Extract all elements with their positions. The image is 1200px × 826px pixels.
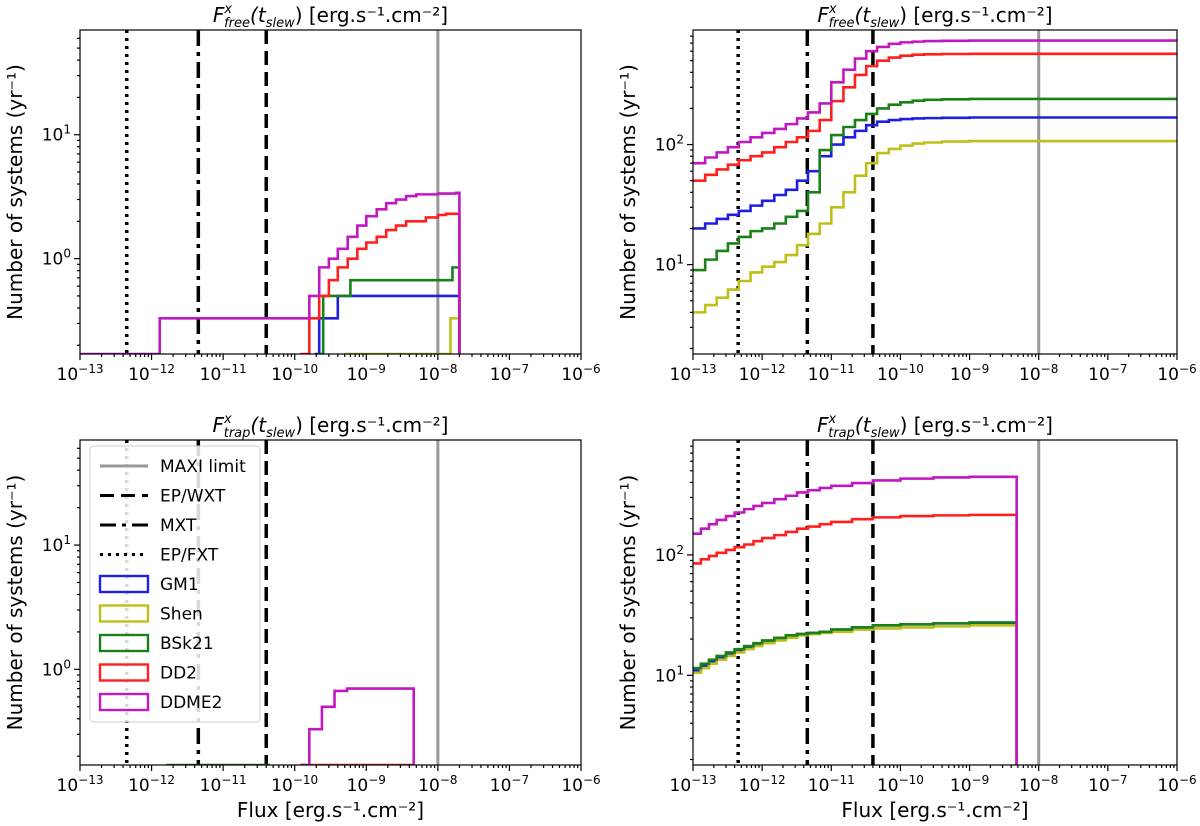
- series-bsk21: [317, 266, 461, 354]
- x-axis-label: Flux [erg.s⁻¹.cm⁻²]: [841, 798, 1028, 822]
- series-ddme2: [80, 191, 461, 354]
- subplot-title: Fx trap(tslew) [erg.s⁻¹.cm⁻²]: [213, 412, 449, 441]
- series-bsk21: [693, 97, 1177, 272]
- tick-label: 10−6: [561, 773, 600, 796]
- tick-label: 10−6: [1157, 773, 1196, 796]
- legend-swatch: [98, 692, 150, 712]
- tick-label: 10−8: [418, 773, 457, 796]
- series-bsk21: [693, 621, 1018, 765]
- tick-label: 101: [42, 533, 71, 556]
- x-axis-label: Flux [erg.s⁻¹.cm⁻²]: [237, 798, 424, 822]
- series-dd2: [693, 513, 1018, 765]
- tick-label: 10−12: [739, 773, 786, 796]
- tick-label: 10−11: [200, 773, 247, 796]
- legend-label: DDME2: [160, 693, 222, 713]
- subplot-bottom-right: 10−13 10−12 10−11 10−10 10−9 10−8 10−7 10−6 101 1…: [616, 412, 1197, 822]
- legend-label: EP/WXT: [160, 487, 226, 507]
- tick-label: 101: [655, 253, 684, 276]
- tick-label: 10−11: [808, 362, 855, 385]
- tick-label: 10−9: [950, 362, 989, 385]
- series-ddme2: [300, 687, 416, 765]
- tick-label: 10−10: [877, 773, 924, 796]
- tick-label: 101: [42, 123, 71, 146]
- series-dd2: [300, 212, 461, 354]
- tick-label: 10−11: [200, 362, 247, 385]
- legend-label: Shen: [160, 605, 203, 625]
- y-axis-label: Number of systems (yr⁻¹): [616, 64, 640, 320]
- subplot-top-left: 10−13 10−12 10−11 10−10 10−9 10−8 10−7 10−6 100 1…: [3, 2, 601, 385]
- legend-label: BSk21: [160, 634, 214, 654]
- tick-label: 10−7: [1088, 362, 1127, 385]
- tick-label: 10−9: [347, 362, 386, 385]
- tick-label: 102: [655, 543, 684, 566]
- series-gm1: [693, 622, 1018, 765]
- legend-label: MAXI limit: [160, 457, 246, 477]
- tick-label: 10−12: [739, 362, 786, 385]
- plot-area: [80, 30, 461, 354]
- y-axis-label: Number of systems (yr⁻¹): [616, 475, 640, 731]
- axes-frame: [692, 29, 1178, 355]
- tick-label: 10−7: [490, 773, 529, 796]
- legend-swatch: [98, 663, 150, 682]
- tick-label: 10−13: [670, 362, 717, 385]
- tick-label: 10−13: [57, 773, 104, 796]
- y-axis-label: Number of systems (yr⁻¹): [3, 475, 27, 731]
- subplot-title: Fx trap(tslew) [erg.s⁻¹.cm⁻²]: [817, 412, 1053, 441]
- subplot-title: Fx free(tslew) [erg.s⁻¹.cm⁻²]: [817, 2, 1052, 31]
- tick-label: 10−9: [347, 773, 386, 796]
- subplot-top-right: 10−13 10−12 10−11 10−10 10−9 10−8 10−7 10−6 101 1…: [616, 2, 1197, 385]
- tick-label: 10−9: [950, 773, 989, 796]
- legend-label: DD2: [160, 664, 197, 684]
- series-shen: [344, 317, 461, 354]
- tick-label: 10−6: [561, 362, 600, 385]
- tick-label: 101: [655, 663, 684, 686]
- tick-label: 10−8: [1019, 773, 1058, 796]
- tick-label: 10−7: [490, 362, 529, 385]
- legend-label: EP/FXT: [160, 546, 219, 566]
- legend-swatch: [98, 574, 150, 594]
- tick-label: 10−12: [128, 773, 175, 796]
- tick-label: 10−13: [670, 773, 717, 796]
- tick-label: 10−10: [271, 773, 318, 796]
- y-axis-label: Number of systems (yr⁻¹): [3, 64, 27, 320]
- tick-label: 10−10: [271, 362, 318, 385]
- tick-label: 10−12: [128, 362, 175, 385]
- series-ddme2: [693, 475, 1018, 765]
- subplot-bottom-left: 10−13 10−12 10−11 10−10 10−9 10−8 10−7 10−6 100 1…: [3, 412, 601, 822]
- tick-label: 100: [42, 657, 71, 680]
- subplot-title: Fx free(tslew) [erg.s⁻¹.cm⁻²]: [213, 2, 448, 31]
- legend-swatch: [98, 633, 150, 653]
- series-dd2: [693, 52, 1177, 182]
- tick-label: 10−6: [1157, 362, 1196, 385]
- tick-label: 10−13: [57, 362, 104, 385]
- legend-label: MXT: [160, 516, 197, 536]
- series-gm1: [314, 294, 461, 354]
- axes-frame: [692, 439, 1178, 766]
- tick-label: 10−7: [1088, 773, 1127, 796]
- tick-label: 102: [655, 133, 684, 156]
- series-shen: [693, 139, 1177, 314]
- plot-area: [693, 30, 1177, 354]
- plot-area: [693, 440, 1041, 765]
- legend-label: GM1: [160, 575, 199, 595]
- legend: MAXI limit EP/WXT MXT EP/FXT GM1 Shen BSk21 DD2…: [89, 445, 261, 723]
- axes-frame: [79, 439, 582, 766]
- series-gm1: [693, 116, 1177, 230]
- tick-label: 10−8: [418, 362, 457, 385]
- series-ddme2: [693, 39, 1177, 165]
- tick-label: 10−10: [877, 362, 924, 385]
- axes-frame: [79, 29, 582, 355]
- tick-label: 100: [42, 247, 71, 270]
- tick-label: 10−8: [1019, 362, 1058, 385]
- tick-label: 10−11: [808, 773, 855, 796]
- series-shen: [693, 624, 1018, 765]
- legend-box: [89, 445, 261, 723]
- legend-swatch: [98, 604, 150, 623]
